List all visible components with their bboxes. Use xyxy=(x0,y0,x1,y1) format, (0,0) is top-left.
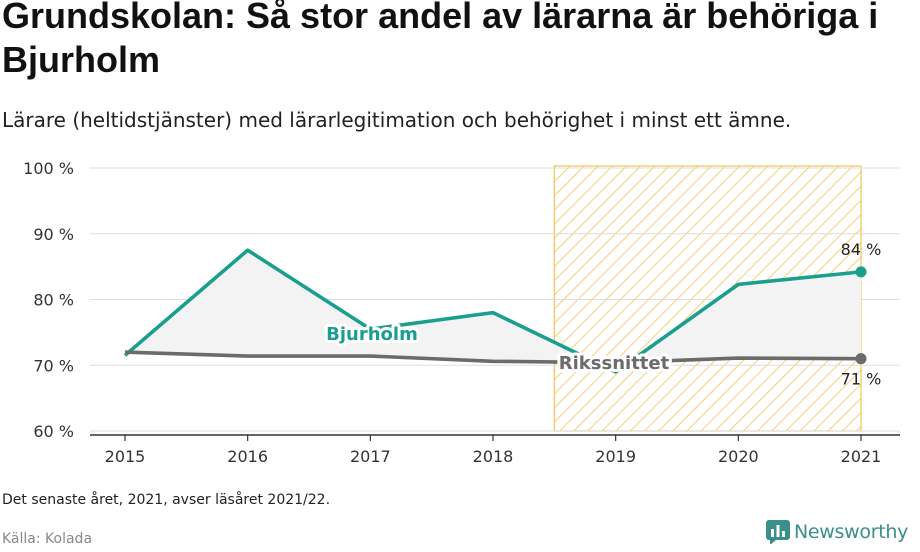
y-tick-label: 100 % xyxy=(23,159,74,178)
x-tick-label: 2018 xyxy=(473,447,514,466)
x-tick-label: 2020 xyxy=(718,447,759,466)
series-label-rikssnittet: Rikssnittet xyxy=(559,353,670,374)
line-chart: 60 % 70 % 80 % 90 % 100 % 2015 2016 2017 2018 201… xyxy=(23,159,900,466)
difference-area xyxy=(125,250,861,372)
y-tick-label: 90 % xyxy=(33,225,74,244)
end-label-rikssnittet: 71 % xyxy=(841,370,882,389)
end-point-rikssnittet xyxy=(855,353,867,365)
x-tick-label: 2017 xyxy=(350,447,391,466)
chart-title: Grundskolan: Så stor andel av lärarna är… xyxy=(2,0,879,80)
series-label-bjurholm: Bjurholm xyxy=(326,324,418,345)
end-label-bjurholm: 84 % xyxy=(841,240,882,259)
x-tick-label: 2019 xyxy=(595,447,636,466)
y-tick-label: 60 % xyxy=(33,422,74,441)
y-tick-label: 70 % xyxy=(33,356,74,375)
bar-chart-icon xyxy=(766,520,790,544)
chart-subtitle: Lärare (heltidstjänster) med lärarlegiti… xyxy=(2,108,792,132)
x-tick-label: 2021 xyxy=(841,447,882,466)
source-label: Källa: Kolada xyxy=(2,531,93,547)
x-tick-label: 2016 xyxy=(227,447,268,466)
series-line-rikssnittet xyxy=(124,350,862,365)
y-tick-label: 80 % xyxy=(33,291,74,310)
brand-logo: Newsworthy xyxy=(766,520,908,544)
end-point-bjurholm xyxy=(855,266,867,278)
x-tick-label: 2015 xyxy=(105,447,146,466)
series-line-bjurholm xyxy=(123,248,862,374)
brand-name: Newsworthy xyxy=(794,521,909,543)
footnote: Det senaste året, 2021, avser läsåret 20… xyxy=(2,492,331,508)
